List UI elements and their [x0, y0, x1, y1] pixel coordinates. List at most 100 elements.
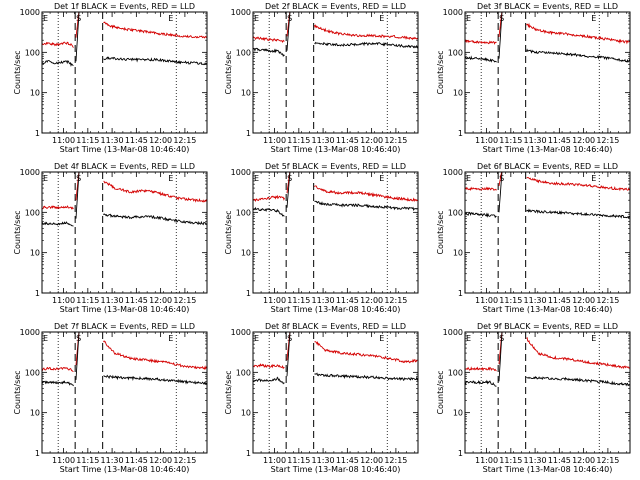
events-series-line — [315, 201, 419, 210]
x-tick-label: 11:00 — [475, 456, 498, 465]
y-tick-label: 1000 — [231, 328, 251, 337]
panel-title: Det 5f BLACK = Events, RED = LLD — [265, 162, 406, 171]
y-tick-label: 100 — [448, 48, 463, 57]
panel-title: Det 3f BLACK = Events, RED = LLD — [477, 2, 618, 11]
x-axis-label: Start Time (13-Mar-08 10:46:40) — [271, 465, 401, 474]
x-tick-label: 11:45 — [336, 296, 359, 305]
x-axis-label: Start Time (13-Mar-08 10:46:40) — [60, 465, 190, 474]
detector-panel-2: Det 2f BLACK = Events, RED = LLD 1 10 100 10… — [224, 2, 418, 154]
x-tick-label: 11:30 — [524, 296, 547, 305]
x-tick-label: 11:45 — [125, 296, 148, 305]
events-series-line — [527, 210, 631, 218]
x-tick-label: 11:15 — [287, 456, 310, 465]
lld-series-line — [42, 206, 74, 209]
lld-series-line — [527, 24, 631, 43]
eclipse-marker-label: E — [43, 334, 48, 343]
plot-frame — [465, 172, 630, 293]
lld-series-line — [527, 338, 631, 368]
eclipse-marker-label: E — [379, 174, 384, 183]
events-series-line — [527, 377, 631, 386]
x-tick-label: 11:00 — [263, 296, 286, 305]
eclipse-marker-label: E — [466, 174, 471, 183]
detector-chart-grid: Det 1f BLACK = Events, RED = LLD 1 10 100 10… — [0, 0, 640, 480]
y-tick-label: 1000 — [443, 8, 463, 17]
events-series-line — [42, 222, 74, 226]
lld-series-line — [465, 368, 497, 372]
lld-series-line — [527, 178, 631, 191]
y-tick-label: 10 — [453, 249, 463, 258]
eclipse-marker-label: E — [254, 334, 259, 343]
eclipse-marker-label: E — [379, 334, 384, 343]
x-tick-label: 11:45 — [548, 136, 571, 145]
detector-panel-9: Det 9f BLACK = Events, RED = LLD11010010… — [436, 322, 630, 474]
x-tick-label: 12:00 — [149, 456, 172, 465]
lld-series-line — [104, 341, 208, 369]
lld-series-line — [42, 42, 74, 47]
y-tick-label: 1000 — [443, 168, 463, 177]
plot-frame — [253, 172, 418, 293]
y-tick-label: 1000 — [443, 328, 463, 337]
x-tick-label: 12:00 — [360, 456, 383, 465]
y-tick-label: 1 — [35, 449, 40, 458]
detector-panel-8: Det 8f BLACK = Events, RED = LLD 1 10 100 10… — [224, 322, 418, 474]
x-tick-label: 12:15 — [596, 456, 619, 465]
eclipse-marker-label: E — [168, 334, 173, 343]
eclipse-marker-label: E — [466, 14, 471, 23]
x-axis-label: Start Time (13-Mar-08 10:46:40) — [483, 305, 613, 314]
x-axis-label: Start Time (13-Mar-08 10:46:40) — [271, 145, 401, 154]
plot-frame — [465, 332, 630, 453]
detector-panel-7: Det 7f BLACK = Events, RED = LLD11010010… — [13, 322, 207, 474]
x-tick-label: 11:15 — [499, 456, 522, 465]
x-axis-label: Start Time (13-Mar-08 10:46:40) — [60, 305, 190, 314]
x-tick-label: 11:15 — [287, 296, 310, 305]
detector-panel-5: Det 5f BLACK = Events, RED = LLD11010010… — [224, 162, 418, 314]
eclipse-marker-label: E — [254, 14, 259, 23]
panel-title: Det 1f BLACK = Events, RED = LLD — [54, 2, 195, 11]
panel-title: Det 4f BLACK = Events, RED = LLD — [54, 162, 195, 171]
lld-series-line — [42, 368, 74, 372]
lld-series-line — [315, 25, 419, 39]
events-series-line — [253, 377, 285, 383]
events-series-line — [104, 214, 208, 225]
panel-title: Det 8f BLACK = Events, RED = LLD — [265, 322, 406, 331]
x-tick-label: 11:15 — [76, 456, 99, 465]
y-tick-label: 1 — [458, 449, 463, 458]
lld-series-line — [104, 22, 208, 38]
x-axis-label: Start Time (13-Mar-08 10:46:40) — [483, 465, 613, 474]
y-tick-label: 100 — [25, 208, 40, 217]
x-tick-label: 12:00 — [572, 296, 595, 305]
y-tick-label: 1 — [246, 129, 251, 138]
y-tick-label: 10 — [241, 409, 251, 418]
x-tick-label: 11:15 — [499, 296, 522, 305]
events-series-line — [315, 43, 419, 48]
eclipse-marker-label: E — [379, 14, 384, 23]
x-axis-label: Start Time (13-Mar-08 10:46:40) — [483, 145, 613, 154]
x-tick-label: 12:00 — [149, 296, 172, 305]
y-tick-label: 1000 — [20, 8, 40, 17]
y-tick-label: 100 — [448, 368, 463, 377]
y-tick-label: 10 — [30, 89, 40, 98]
eclipse-marker-label: E — [43, 14, 48, 23]
lld-series-line — [315, 186, 419, 201]
y-axis-label: Counts/sec — [436, 370, 445, 414]
x-tick-label: 11:00 — [263, 456, 286, 465]
y-tick-label: 10 — [241, 89, 251, 98]
events-series-line — [527, 50, 631, 62]
panel-title: Det 9f BLACK = Events, RED = LLD — [477, 322, 618, 331]
y-tick-label: 100 — [25, 368, 40, 377]
panel-title: Det 6f BLACK = Events, RED = LLD — [477, 162, 618, 171]
x-tick-label: 11:30 — [101, 136, 124, 145]
x-tick-label: 11:00 — [263, 136, 286, 145]
y-tick-label: 1 — [246, 289, 251, 298]
y-axis-label: Counts/sec — [224, 210, 233, 254]
x-tick-label: 11:30 — [101, 296, 124, 305]
y-tick-label: 10 — [30, 249, 40, 258]
x-tick-label: 11:00 — [52, 456, 75, 465]
detector-panel-3: Det 3f BLACK = Events, RED = LLD 1 10 100 10… — [436, 2, 630, 154]
x-tick-label: 12:15 — [173, 456, 196, 465]
x-tick-label: 12:15 — [596, 136, 619, 145]
y-tick-label: 100 — [25, 48, 40, 57]
y-axis-label: Counts/sec — [13, 370, 22, 414]
lld-series-line — [465, 40, 497, 43]
lld-series-line — [253, 364, 285, 368]
